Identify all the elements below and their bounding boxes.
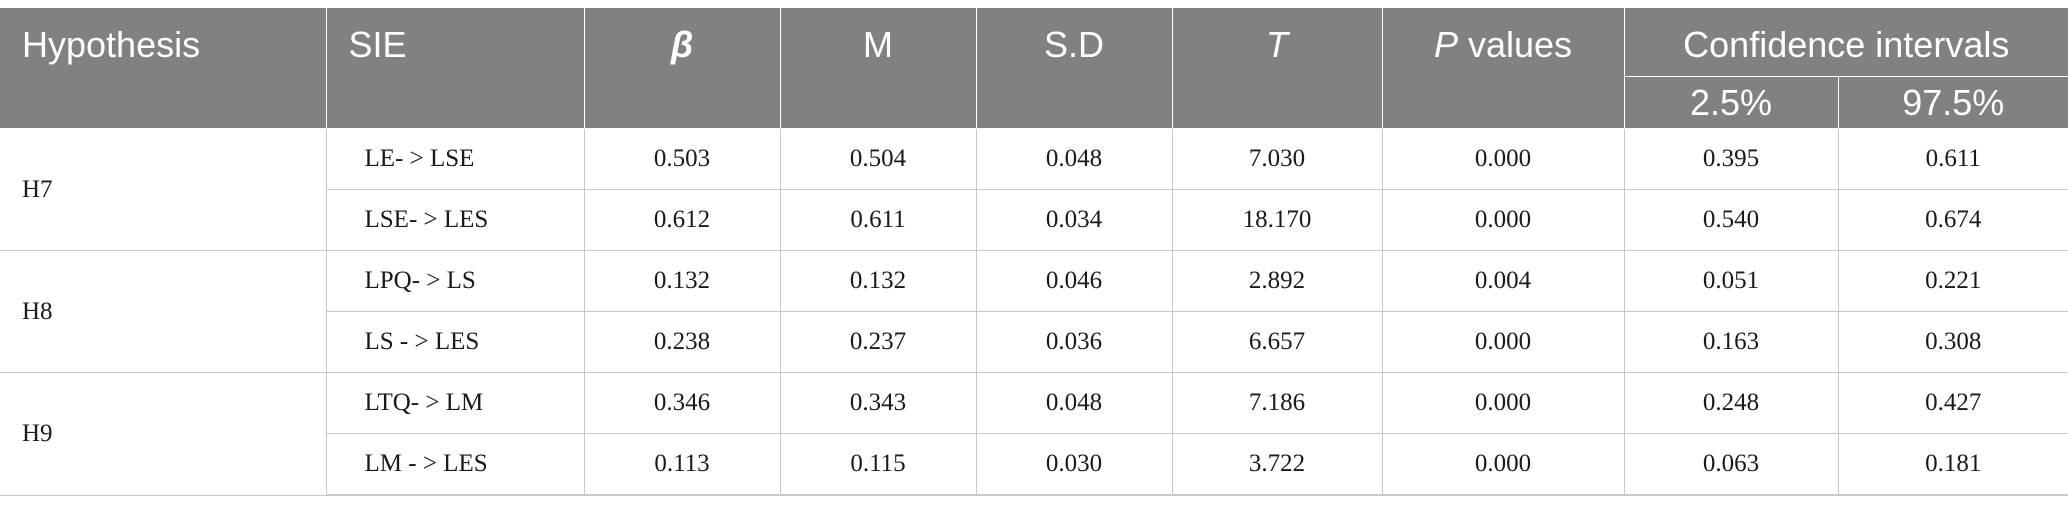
cell-sd: 0.046 xyxy=(975,250,1173,312)
cell-p: 0.000 xyxy=(1381,128,1625,190)
cell-p: 0.000 xyxy=(1381,433,1625,496)
cell-t: 6.657 xyxy=(1171,311,1383,373)
cell-beta: 0.113 xyxy=(583,433,781,496)
header-p-letter: P xyxy=(1433,24,1458,65)
header-t: T xyxy=(1171,8,1383,129)
cell-beta: 0.238 xyxy=(583,311,781,373)
header-beta: β xyxy=(583,8,781,129)
header-sie: SIE xyxy=(325,8,585,129)
cell-ci-high: 0.308 xyxy=(1837,311,2068,373)
cell-m: 0.504 xyxy=(779,128,977,190)
cell-m: 0.132 xyxy=(779,250,977,312)
cell-beta: 0.132 xyxy=(583,250,781,312)
header-p-values: P values xyxy=(1381,8,1625,129)
cell-sd: 0.034 xyxy=(975,189,1173,251)
cell-m: 0.611 xyxy=(779,189,977,251)
table-row: H9 LTQ- > LM 0.346 0.343 0.048 7.186 0.000 0.24… xyxy=(0,372,2068,496)
header-ci-high: 97.5% xyxy=(1837,76,2068,129)
cell-ci-low: 0.051 xyxy=(1623,250,1839,312)
cell-hypothesis: H9 xyxy=(0,372,327,496)
cell-ci-low: 0.248 xyxy=(1623,372,1839,434)
cell-sd: 0.030 xyxy=(975,433,1173,496)
header-ci-low: 2.5% xyxy=(1624,76,1839,129)
cell-p: 0.000 xyxy=(1381,372,1625,434)
cell-sd: 0.036 xyxy=(975,311,1173,373)
cell-ci-high: 0.221 xyxy=(1837,250,2068,312)
header-p-word: values xyxy=(1457,24,1573,65)
cell-beta: 0.612 xyxy=(583,189,781,251)
cell-beta: 0.346 xyxy=(583,372,781,434)
cell-hypothesis: H8 xyxy=(0,250,327,373)
cell-p: 0.004 xyxy=(1381,250,1625,312)
table-row: H7 LE- > LSE 0.503 0.504 0.048 7.030 0.000 0.39… xyxy=(0,128,2068,251)
cell-ci-low: 0.063 xyxy=(1623,433,1839,496)
cell-hypothesis: H7 xyxy=(0,128,327,251)
cell-ci-high: 0.674 xyxy=(1837,189,2068,251)
table-header: Hypothesis SIE β M S.D T P values Confid… xyxy=(0,8,2068,129)
table-row: H8 LPQ- > LS 0.132 0.132 0.046 2.892 0.004 0.05… xyxy=(0,250,2068,373)
results-table: Hypothesis SIE β M S.D T P values Confid… xyxy=(0,8,2068,496)
cell-ci-low: 0.395 xyxy=(1623,128,1839,190)
cell-sie: LPQ- > LS xyxy=(325,250,585,312)
cell-t: 2.892 xyxy=(1171,250,1383,312)
cell-sie: LE- > LSE xyxy=(325,128,585,190)
cell-p: 0.000 xyxy=(1381,311,1625,373)
header-m: M xyxy=(779,8,977,129)
header-sd: S.D xyxy=(975,8,1173,129)
header-confidence-intervals: Confidence intervals xyxy=(1623,8,2068,77)
cell-sie: LS - > LES xyxy=(326,311,585,373)
cell-ci-high: 0.427 xyxy=(1837,372,2068,434)
table-body: H7 LE- > LSE 0.503 0.504 0.048 7.030 0.000 0.39… xyxy=(0,128,2068,496)
cell-beta: 0.503 xyxy=(583,128,781,190)
cell-t: 7.030 xyxy=(1171,128,1383,190)
header-hypothesis: Hypothesis xyxy=(0,8,327,129)
table-row: LSE- > LES 0.612 0.611 0.034 18.170 0.000 0.54… xyxy=(0,189,2068,251)
cell-ci-high: 0.611 xyxy=(1837,128,2068,190)
cell-sie: LTQ- > LM xyxy=(325,372,585,434)
cell-t: 7.186 xyxy=(1171,372,1383,434)
cell-p: 0.000 xyxy=(1381,189,1625,251)
cell-sie: LM - > LES xyxy=(326,433,585,496)
cell-ci-low: 0.540 xyxy=(1623,189,1839,251)
cell-ci-high: 0.181 xyxy=(1837,433,2068,496)
table-row: LS - > LES 0.238 0.237 0.036 6.657 0.000 0.163… xyxy=(0,311,2068,373)
cell-m: 0.343 xyxy=(779,372,977,434)
cell-m: 0.115 xyxy=(779,433,977,496)
cell-t: 18.170 xyxy=(1171,189,1383,251)
cell-t: 3.722 xyxy=(1171,433,1383,496)
cell-ci-low: 0.163 xyxy=(1623,311,1839,373)
cell-sd: 0.048 xyxy=(975,372,1173,434)
cell-sd: 0.048 xyxy=(975,128,1173,190)
table-row: LM - > LES 0.113 0.115 0.030 3.722 0.000 0.063… xyxy=(0,433,2068,496)
cell-sie: LSE- > LES xyxy=(326,189,585,251)
cell-m: 0.237 xyxy=(779,311,977,373)
